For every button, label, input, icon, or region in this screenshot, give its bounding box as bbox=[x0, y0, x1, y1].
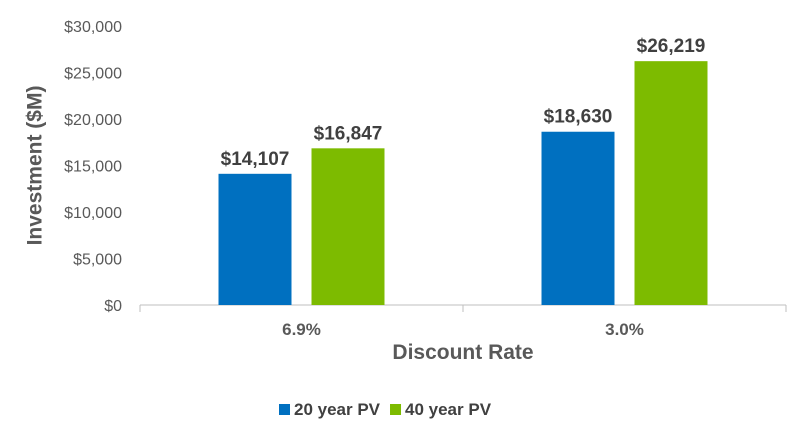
y-axis-ticks: $0 $5,000 $10,000 $15,000 $20,000 $25,000 $30,… bbox=[64, 19, 122, 315]
y-tick-label: $30,000 bbox=[64, 19, 122, 36]
y-tick-label: $20,000 bbox=[64, 112, 122, 129]
bar-20yr-1 bbox=[541, 131, 615, 305]
x-axis-title: Discount Rate bbox=[392, 341, 533, 364]
category-label: 6.9% bbox=[282, 320, 321, 339]
data-label: $18,630 bbox=[544, 107, 613, 128]
y-tick-label: $0 bbox=[104, 298, 122, 315]
y-tick-label: $10,000 bbox=[64, 205, 122, 222]
legend-label-20yr: 20 year PV bbox=[294, 400, 381, 419]
y-tick-label: $5,000 bbox=[73, 252, 122, 269]
legend-label-40yr: 40 year PV bbox=[405, 400, 492, 419]
legend: 20 year PV 40 year PV bbox=[279, 400, 492, 419]
category-labels: 6.9% 3.0% bbox=[282, 320, 644, 339]
y-axis-title: Investment ($M) bbox=[24, 86, 47, 246]
data-labels: $14,107 $16,847 $18,630 $26,219 bbox=[221, 36, 706, 170]
x-axis-tick-marks bbox=[139, 305, 787, 312]
bar-20yr-0 bbox=[218, 173, 292, 305]
data-label: $26,219 bbox=[637, 36, 706, 57]
legend-swatch-20yr bbox=[279, 404, 290, 415]
legend-swatch-40yr bbox=[390, 404, 402, 415]
category-label: 3.0% bbox=[605, 320, 644, 339]
y-tick-label: $15,000 bbox=[64, 159, 122, 176]
bar-40yr-0 bbox=[311, 148, 385, 305]
y-tick-label: $25,000 bbox=[64, 66, 122, 83]
bars bbox=[218, 61, 708, 305]
bar-40yr-1 bbox=[634, 61, 708, 305]
data-label: $16,847 bbox=[314, 123, 383, 144]
data-label: $14,107 bbox=[221, 149, 290, 170]
